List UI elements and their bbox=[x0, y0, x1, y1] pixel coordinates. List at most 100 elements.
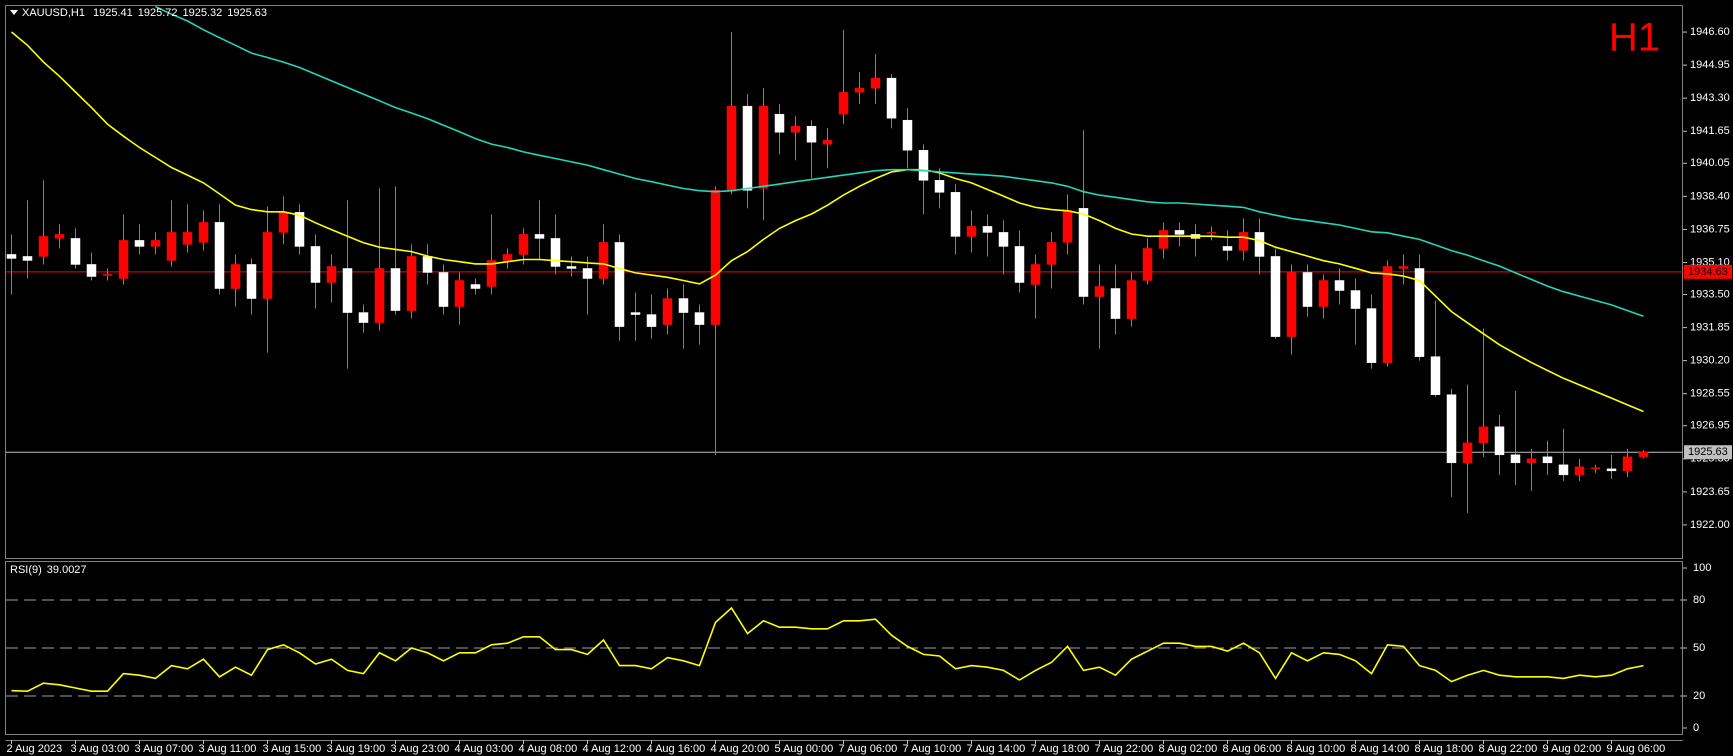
candle-body bbox=[390, 268, 401, 311]
x-tick-label: 2 Aug 2023 bbox=[7, 743, 63, 755]
candle-body bbox=[1542, 456, 1553, 464]
candle-body bbox=[710, 190, 721, 325]
candle-body bbox=[998, 232, 1009, 247]
indicator-value: 39.0027 bbox=[47, 564, 87, 576]
candle-body bbox=[838, 91, 849, 115]
candle-body bbox=[1558, 464, 1569, 476]
candle-body bbox=[1126, 280, 1137, 319]
price-line-label: 1925.63 bbox=[1688, 446, 1728, 458]
moving-average-line bbox=[155, 6, 1644, 317]
candle-body bbox=[1510, 454, 1521, 464]
indicator-title: RSI(9) bbox=[10, 564, 42, 576]
candle-body bbox=[678, 298, 689, 313]
y-tick-label: 1931.85 bbox=[1690, 321, 1730, 333]
indicator-tick-label: 50 bbox=[1693, 642, 1705, 654]
indicator-tick-label: 20 bbox=[1693, 690, 1705, 702]
candle-body bbox=[1590, 467, 1601, 470]
candle-body bbox=[326, 266, 337, 283]
candle-body bbox=[1350, 290, 1361, 309]
candle-body bbox=[582, 268, 593, 279]
candle-body bbox=[1366, 308, 1377, 363]
x-tick-label: 8 Aug 18:00 bbox=[1415, 743, 1474, 755]
candle-body bbox=[86, 264, 97, 277]
x-tick-label: 8 Aug 02:00 bbox=[1159, 743, 1218, 755]
axes: 1946.60 1944.95 1943.30 1941.65 1940.05 1938.… bbox=[7, 26, 1732, 755]
x-tick-label: 4 Aug 20:00 bbox=[711, 743, 770, 755]
candle-body bbox=[454, 280, 465, 307]
candle-body bbox=[214, 222, 225, 289]
candle-body bbox=[518, 234, 529, 255]
candle-body bbox=[886, 77, 897, 119]
candle-body bbox=[438, 272, 449, 307]
y-tick-label: 1940.05 bbox=[1690, 157, 1730, 169]
candle-body bbox=[790, 125, 801, 133]
price-line-label: 1934.63 bbox=[1688, 266, 1728, 278]
y-tick-label: 1928.55 bbox=[1690, 388, 1730, 400]
header-open: 1925.41 bbox=[93, 7, 133, 19]
header-low: 1925.32 bbox=[183, 7, 223, 19]
y-tick-label: 1922.00 bbox=[1690, 519, 1730, 531]
candle-body bbox=[342, 268, 353, 313]
candle-body bbox=[470, 284, 481, 289]
x-tick-label: 3 Aug 03:00 bbox=[71, 743, 130, 755]
candle-body bbox=[1094, 286, 1105, 297]
x-tick-label: 3 Aug 11:00 bbox=[199, 743, 257, 755]
candle-body bbox=[966, 226, 977, 237]
header-close: 1925.63 bbox=[227, 7, 267, 19]
price-line-box bbox=[1684, 264, 1732, 279]
indicator-tick-label: 80 bbox=[1693, 594, 1705, 606]
candle-body bbox=[918, 150, 929, 181]
candle-body bbox=[1238, 232, 1249, 251]
candle-body bbox=[934, 180, 945, 193]
x-tick-label: 4 Aug 03:00 bbox=[455, 743, 514, 755]
x-tick-label: 3 Aug 23:00 bbox=[391, 743, 450, 755]
candle-body bbox=[486, 260, 497, 287]
candle-body bbox=[22, 256, 33, 261]
candle-body bbox=[950, 192, 961, 237]
candle-body bbox=[374, 268, 385, 323]
candle-body bbox=[70, 238, 81, 265]
candle-body bbox=[358, 312, 369, 323]
candle-body bbox=[1382, 266, 1393, 363]
candle-body bbox=[982, 226, 993, 233]
candle-body bbox=[1430, 356, 1441, 395]
x-tick-label: 8 Aug 06:00 bbox=[1223, 743, 1282, 755]
candle-body bbox=[118, 240, 129, 279]
candle-body bbox=[902, 119, 913, 151]
x-tick-label: 7 Aug 10:00 bbox=[903, 743, 962, 755]
candle-body bbox=[1478, 426, 1489, 444]
x-tick-label: 7 Aug 22:00 bbox=[1095, 743, 1154, 755]
candle-body bbox=[1046, 242, 1057, 265]
candle-body bbox=[246, 264, 257, 299]
y-tick-label: 1938.40 bbox=[1690, 190, 1730, 202]
x-tick-label: 3 Aug 15:00 bbox=[263, 743, 322, 755]
candle-body bbox=[1030, 264, 1041, 285]
y-tick-label: 1943.30 bbox=[1690, 92, 1730, 104]
indicator-plot bbox=[6, 599, 1683, 697]
y-tick-label: 1923.65 bbox=[1690, 486, 1730, 498]
candle-body bbox=[1606, 468, 1617, 472]
x-tick-label: 7 Aug 18:00 bbox=[1031, 743, 1090, 755]
candle-body bbox=[1638, 451, 1649, 457]
candle-body bbox=[134, 240, 145, 247]
candle-body bbox=[1494, 426, 1505, 456]
x-tick-label: 4 Aug 12:00 bbox=[583, 743, 642, 755]
x-tick-label: 9 Aug 06:00 bbox=[1607, 743, 1666, 755]
main-plot bbox=[6, 6, 1683, 513]
candle-body bbox=[742, 105, 753, 191]
candle-body bbox=[166, 232, 177, 261]
x-tick-label: 8 Aug 10:00 bbox=[1287, 743, 1346, 755]
candle-body bbox=[6, 254, 17, 259]
candle-body bbox=[1110, 288, 1121, 319]
candle-body bbox=[1334, 280, 1345, 291]
y-tick-label: 1944.95 bbox=[1690, 59, 1730, 71]
candle-body bbox=[230, 264, 241, 289]
candle-body bbox=[822, 139, 833, 145]
candle-body bbox=[614, 242, 625, 327]
candle-body bbox=[1462, 442, 1473, 464]
candle-body bbox=[1414, 268, 1425, 357]
indicator-tick-label: 0 bbox=[1693, 722, 1699, 734]
candle-body bbox=[1302, 272, 1313, 307]
